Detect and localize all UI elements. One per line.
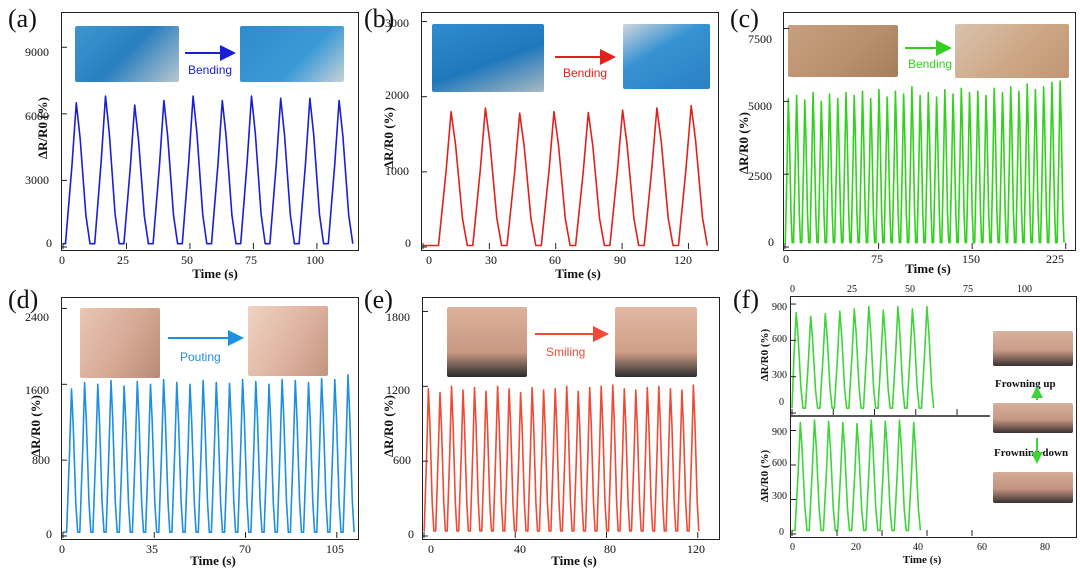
panel-label-e: (e) [364, 285, 393, 314]
y-tick-f-up-3: 900 [772, 302, 787, 313]
x-tick-c-3: 225 [1046, 252, 1064, 266]
y-tick-e-2: 1200 [386, 383, 410, 397]
x-axis-title-e: Time (s) [551, 553, 597, 568]
x-axis-title-b: Time (s) [555, 266, 601, 281]
x-tick-f-0: 0 [790, 542, 795, 553]
face-pout-photo-after [248, 306, 328, 376]
elbow-photo-after [955, 24, 1069, 78]
wrist-photo-after [623, 24, 710, 89]
top-x-tick-f-3: 75 [963, 284, 973, 295]
caption-bending-c: Bending [908, 57, 953, 71]
x-tick-f-3: 60 [977, 542, 987, 553]
y-tick-a-0: 0 [46, 236, 52, 250]
x-tick-a-4: 100 [306, 253, 324, 267]
x-tick-e-3: 120 [687, 542, 705, 556]
x-tick-d-3: 105 [326, 542, 344, 556]
x-axis-title-c: Time (s) [905, 261, 951, 276]
y-tick-a-3: 9000 [25, 45, 49, 59]
top-x-tick-f-4: 100 [1017, 284, 1032, 295]
trace-line-f-up [791, 305, 935, 409]
face-pout-photo-before [80, 308, 160, 378]
x-tick-e-2: 80 [604, 542, 616, 556]
finger-photo-before [75, 26, 179, 82]
x-tick-b-1: 30 [485, 253, 497, 267]
x-axis-title-d: Time (s) [190, 553, 236, 568]
panel-label-f: (f) [733, 285, 759, 314]
top-x-tick-f-2: 50 [905, 284, 915, 295]
finger-photo-after [240, 26, 344, 82]
x-tick-f-1: 20 [851, 542, 861, 553]
wrist-photo-before [432, 24, 544, 92]
y-tick-f-down-2: 600 [772, 458, 787, 469]
y-tick-f-up-1: 300 [772, 370, 787, 381]
x-tick-a-2: 50 [181, 253, 193, 267]
caption-bending-a: Bending [188, 63, 233, 77]
y-tick-b-1: 1000 [385, 164, 409, 178]
y-tick-d-1: 800 [32, 453, 50, 467]
trace-line-b [423, 104, 709, 247]
trace-line-d [63, 374, 355, 533]
trace-line-a [63, 95, 354, 245]
panel-label-c: (c) [730, 4, 759, 33]
y-tick-f-down-1: 300 [772, 491, 787, 502]
trace-line-e [423, 384, 700, 532]
top-x-tick-f-1: 25 [847, 284, 857, 295]
y-tick-f-down-3: 900 [772, 427, 787, 438]
x-axis-title-f: Time (s) [902, 554, 942, 566]
y-tick-c-1: 2500 [748, 169, 772, 183]
elbow-photo-before [788, 25, 898, 77]
panel-label-a: (a) [8, 4, 37, 33]
y-tick-c-0: 0 [768, 235, 774, 249]
y-tick-b-0: 0 [405, 236, 411, 250]
forehead-photo-neutral [993, 403, 1073, 433]
forehead-photo-up [993, 331, 1073, 366]
y-tick-d-0: 0 [46, 527, 52, 541]
forehead-photo-down [993, 472, 1073, 503]
x-tick-b-0: 0 [426, 253, 432, 267]
panel-label-d: (d) [8, 285, 39, 314]
x-tick-d-0: 0 [59, 542, 65, 556]
x-tick-f-2: 40 [913, 542, 923, 553]
caption-bending-b: Bending [563, 66, 608, 80]
x-tick-c-0: 0 [783, 252, 789, 266]
y-tick-c-2: 5000 [748, 99, 772, 113]
y-tick-f-down-0: 0 [779, 527, 784, 538]
x-tick-a-0: 0 [59, 253, 65, 267]
y-tick-c-3: 7500 [748, 32, 772, 46]
y-tick-a-1: 3000 [25, 173, 49, 187]
x-tick-c-1: 75 [871, 252, 883, 266]
x-tick-d-1: 35 [146, 542, 158, 556]
y-tick-b-3: 3000 [385, 16, 409, 30]
x-tick-d-2: 70 [239, 542, 251, 556]
y-tick-a-2: 6000 [25, 109, 49, 123]
trace-line-c [784, 80, 1065, 244]
trace-line-f-down [792, 419, 922, 532]
y-tick-d-3: 2400 [25, 310, 49, 324]
panel-label-b: (b) [364, 4, 395, 33]
y-tick-b-2: 2000 [385, 88, 409, 102]
y-tick-e-3: 1800 [386, 310, 410, 324]
y-tick-f-up-0: 0 [779, 397, 784, 408]
caption-pouting: Pouting [180, 350, 221, 364]
x-axis-title-a: Time (s) [192, 266, 238, 281]
x-tick-f-4: 80 [1040, 542, 1050, 553]
face-smile-photo-before [447, 307, 527, 377]
top-x-tick-f-0: 0 [790, 284, 795, 295]
x-tick-a-1: 25 [117, 253, 129, 267]
x-tick-e-0: 0 [428, 542, 434, 556]
y-tick-d-2: 1600 [25, 383, 49, 397]
x-tick-a-3: 75 [245, 253, 257, 267]
face-smile-photo-after [615, 307, 697, 377]
x-tick-e-1: 40 [514, 542, 526, 556]
x-tick-b-3: 90 [614, 253, 626, 267]
y-tick-e-1: 600 [393, 453, 411, 467]
trace-group [61, 21, 1067, 538]
x-tick-c-2: 150 [962, 252, 980, 266]
caption-smiling: Smiling [546, 345, 586, 359]
y-tick-e-0: 0 [408, 527, 414, 541]
x-tick-b-2: 60 [549, 253, 561, 267]
x-tick-b-4: 120 [674, 253, 692, 267]
y-tick-f-up-2: 600 [772, 334, 787, 345]
